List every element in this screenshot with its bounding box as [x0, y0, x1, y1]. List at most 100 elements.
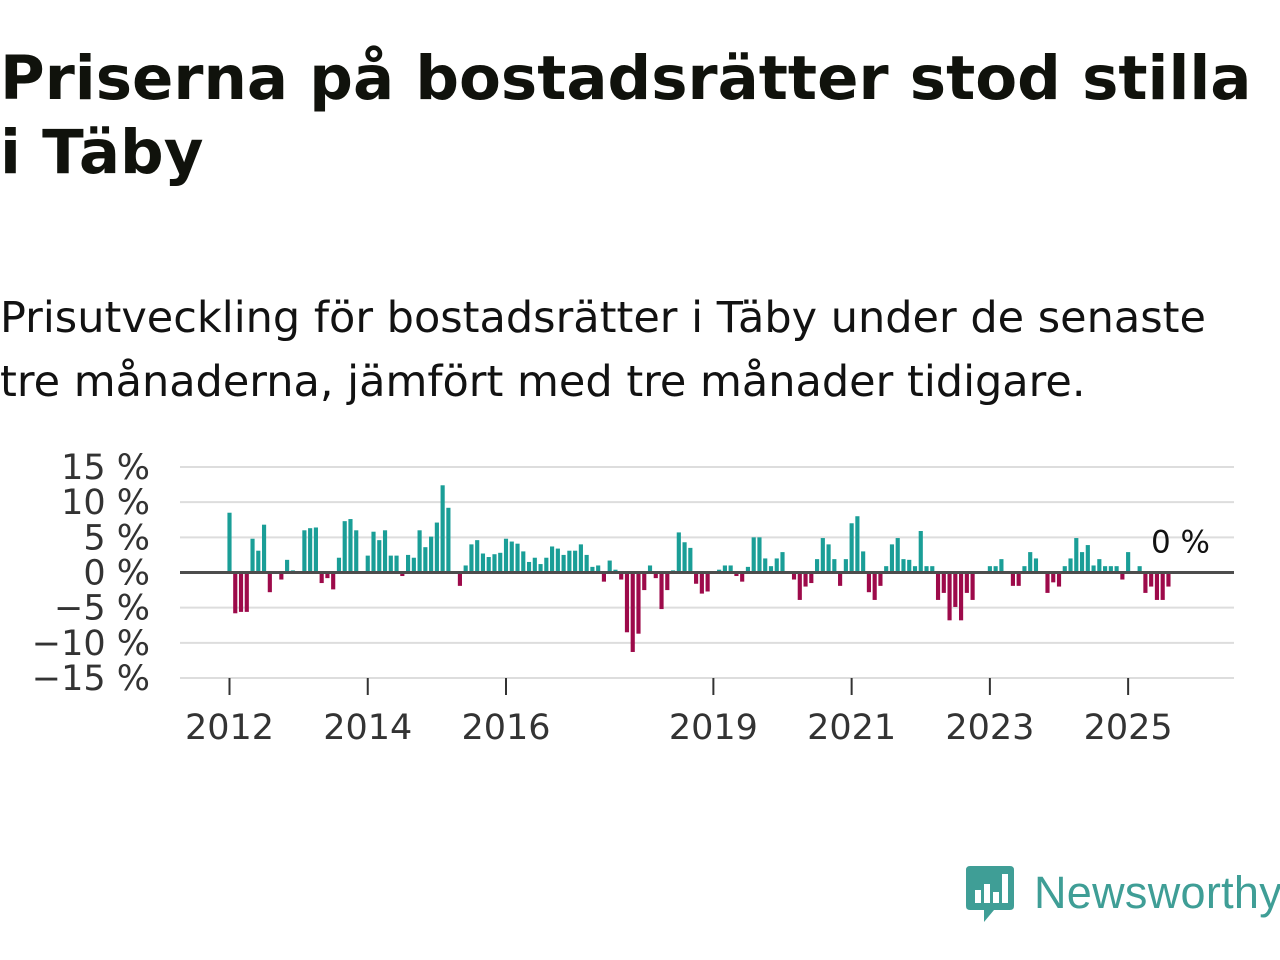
- data-bar: [734, 572, 739, 577]
- data-bar: [630, 572, 635, 652]
- x-tick-label: 2021: [807, 708, 896, 748]
- x-tick-label: 2019: [669, 708, 758, 748]
- data-bar: [740, 572, 745, 582]
- data-bar: [509, 541, 514, 573]
- data-bar: [987, 566, 992, 573]
- data-bar: [688, 547, 693, 573]
- data-bar: [959, 572, 964, 621]
- data-bar: [1010, 572, 1015, 586]
- data-bar: [302, 530, 307, 573]
- data-bar: [1028, 552, 1033, 573]
- data-bar: [1068, 558, 1073, 573]
- data-bar: [601, 572, 607, 582]
- data-bar: [463, 565, 468, 573]
- data-bar: [336, 557, 342, 573]
- data-bar: [515, 543, 520, 573]
- data-bar: [1062, 566, 1067, 573]
- data-bar: [325, 572, 330, 579]
- bar-chart: 15 %10 %5 %0 %−5 %−10 %−15 %2012 2014 2016…: [32, 448, 1234, 748]
- data-bar: [555, 548, 560, 573]
- data-bar: [832, 559, 837, 573]
- data-bar: [930, 566, 935, 573]
- x-tick-label: 2025: [1084, 708, 1173, 748]
- data-bar: [849, 523, 854, 573]
- data-bar: [1016, 572, 1021, 586]
- data-bar: [486, 557, 491, 573]
- data-bar: [1033, 558, 1039, 573]
- data-bar: [763, 558, 768, 573]
- last-value-label: 0 %: [1151, 525, 1210, 561]
- data-bar: [947, 572, 952, 621]
- data-bar: [1160, 572, 1165, 600]
- y-tick-label: 0 %: [83, 554, 150, 594]
- data-bar: [653, 572, 658, 579]
- data-bar: [722, 565, 727, 573]
- data-bar: [694, 572, 699, 584]
- data-bar: [244, 572, 249, 612]
- data-bar: [999, 559, 1004, 573]
- data-bar: [1103, 566, 1108, 573]
- data-bar: [261, 524, 267, 573]
- data-bar: [676, 532, 681, 573]
- data-bar: [492, 554, 497, 573]
- data-bar: [1074, 538, 1079, 573]
- data-bar: [382, 530, 388, 573]
- data-bar: [503, 538, 509, 573]
- y-tick-label: 10 %: [61, 483, 150, 523]
- data-bar: [745, 566, 751, 573]
- data-bar: [970, 572, 975, 600]
- data-bar: [1120, 572, 1125, 580]
- data-bar: [371, 531, 376, 573]
- data-bar: [1045, 572, 1050, 593]
- data-bar: [1085, 545, 1090, 573]
- data-bar: [659, 572, 664, 610]
- data-bar: [924, 566, 929, 573]
- data-bar: [388, 555, 393, 573]
- data-bar: [791, 572, 797, 580]
- x-tick-label: 2012: [185, 708, 274, 748]
- data-bar: [578, 544, 583, 573]
- data-bar: [699, 572, 704, 594]
- data-bar: [446, 507, 451, 573]
- data-bar: [624, 572, 630, 633]
- data-bar: [394, 555, 399, 573]
- data-bar: [901, 559, 906, 573]
- newsworthy-logo: Newsworthy: [964, 862, 1280, 924]
- data-bar: [475, 540, 480, 573]
- data-bar: [1154, 572, 1160, 600]
- data-bar: [590, 566, 595, 573]
- data-bar: [561, 554, 566, 573]
- x-tick-label: 2023: [945, 708, 1034, 748]
- data-bar: [797, 572, 802, 600]
- data-bar: [1143, 572, 1148, 593]
- data-bar: [941, 572, 946, 593]
- data-bar: [607, 560, 612, 573]
- data-bar: [434, 522, 439, 573]
- data-bar: [521, 551, 526, 573]
- data-bar: [728, 565, 733, 573]
- data-bar: [400, 572, 405, 577]
- chart-subtitle: Prisutveckling för bostadsrätter i Täby …: [0, 293, 1206, 407]
- chart-title: Priserna på bostadsrätter stod stilla i …: [0, 43, 1252, 188]
- data-bar: [1149, 572, 1154, 587]
- data-bar: [480, 553, 486, 573]
- data-bar: [1022, 566, 1027, 573]
- data-bar: [285, 559, 290, 573]
- data-bar: [233, 572, 238, 614]
- data-bar: [440, 485, 445, 573]
- data-bar: [532, 557, 537, 573]
- data-bar: [567, 550, 572, 573]
- data-bar: [308, 528, 313, 573]
- data-bar: [342, 521, 347, 573]
- y-tick-label: −5 %: [54, 589, 150, 629]
- data-bar: [313, 527, 318, 573]
- newsworthy-logo-text: Newsworthy: [1034, 867, 1280, 918]
- data-bar: [861, 551, 866, 573]
- data-bar: [1079, 552, 1085, 573]
- data-bar: [319, 572, 324, 584]
- data-bar: [238, 572, 244, 612]
- data-bar: [820, 538, 825, 573]
- data-bar: [538, 564, 543, 573]
- data-bar: [469, 544, 474, 573]
- data-bar: [1097, 559, 1102, 573]
